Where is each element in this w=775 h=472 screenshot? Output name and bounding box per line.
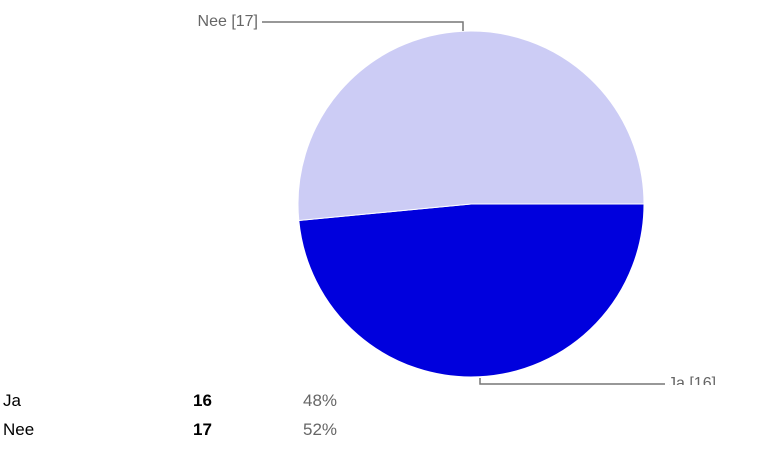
- summary-cell: 52%: [303, 419, 338, 439]
- summary-cell: Nee: [3, 419, 35, 439]
- summary-cell: 48%: [303, 390, 338, 410]
- summary-cell: Ja: [3, 390, 21, 410]
- summary-row: Nee 17 52%: [3, 415, 337, 444]
- summary-cell: 17: [193, 419, 212, 439]
- summary-row: Ja 16 48%: [3, 386, 337, 415]
- slice-label: Nee [17]: [198, 13, 258, 30]
- leader-line: [479, 378, 665, 385]
- chart: Ja [16] Nee [17]: [198, 13, 717, 385]
- pie-slice: [297, 30, 645, 221]
- summary-cell: 16: [193, 390, 212, 410]
- pie-slice: [298, 203, 645, 378]
- leader-line: [262, 21, 464, 31]
- slice-label: Ja [16]: [668, 375, 716, 385]
- summary-table: Ja 16 48% Nee 17 52%: [3, 386, 337, 444]
